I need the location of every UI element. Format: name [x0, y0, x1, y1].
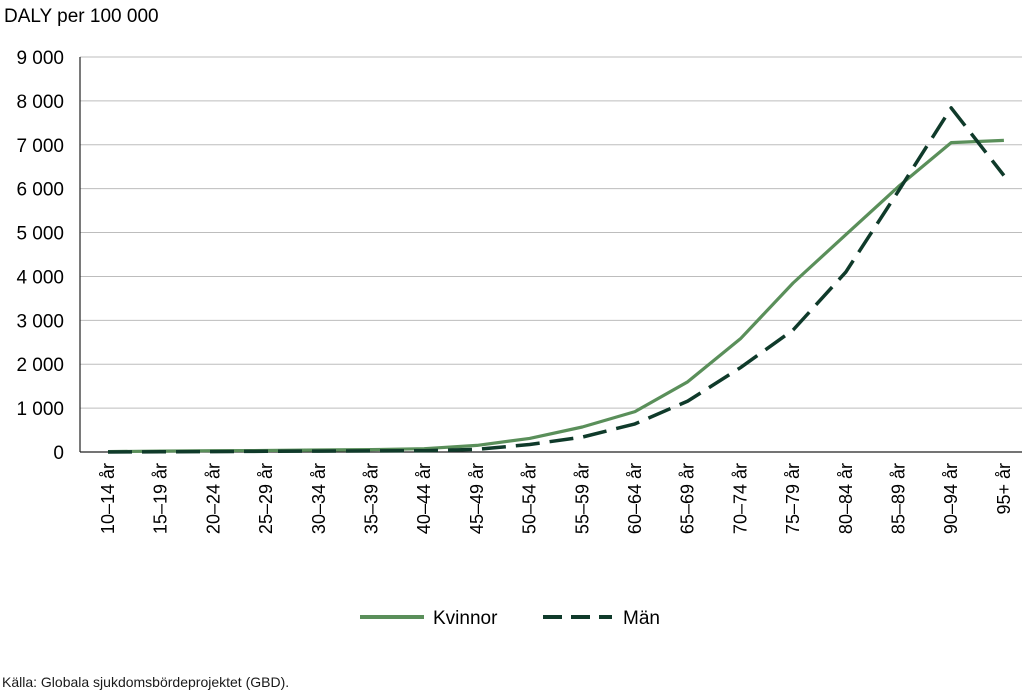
legend: Kvinnor Män	[360, 608, 660, 629]
line-chart: DALY per 100 000 0 1 000 2 000 3 000 4 000 5 …	[4, 6, 1022, 629]
y-tick-label: 6 000	[16, 180, 64, 201]
x-tick-label: 70–74 år	[730, 463, 750, 534]
x-tick-label: 45–49 år	[467, 463, 487, 534]
x-tick-label: 25–29 år	[256, 463, 276, 534]
legend-label-man: Män	[623, 608, 660, 629]
y-axis-ticks: 0 1 000 2 000 3 000 4 000 5 000 6 000 7 000 8 00…	[16, 48, 64, 464]
x-tick-label: 40–44 år	[414, 463, 434, 534]
legend-label-kvinnor: Kvinnor	[433, 608, 498, 629]
x-tick-label: 85–89 år	[889, 463, 909, 534]
series-line-man	[107, 106, 1006, 454]
y-tick-label: 9 000	[16, 48, 64, 69]
x-tick-label: 55–59 år	[572, 463, 592, 534]
y-tick-label: 2 000	[16, 355, 64, 376]
y-tick-label: 4 000	[16, 267, 64, 288]
x-tick-label: 60–64 år	[625, 463, 645, 534]
x-tick-label: 10–14 år	[98, 463, 118, 534]
x-tick-label: 65–69 år	[678, 463, 698, 534]
x-tick-label: 35–39 år	[362, 463, 382, 534]
x-tick-label: 80–84 år	[836, 463, 856, 534]
x-tick-label: 20–24 år	[203, 463, 223, 534]
series-lines	[107, 106, 1006, 454]
axes	[79, 57, 1022, 453]
y-tick-label: 3 000	[16, 311, 64, 332]
x-tick-label: 75–79 år	[783, 463, 803, 534]
y-tick-label: 0	[53, 443, 64, 464]
x-tick-label: 30–34 år	[309, 463, 329, 534]
x-tick-label: 15–19 år	[151, 463, 171, 534]
x-tick-label: 50–54 år	[520, 463, 540, 534]
y-tick-label: 7 000	[16, 136, 64, 157]
grid-lines	[80, 56, 1022, 409]
y-tick-label: 8 000	[16, 92, 64, 113]
x-tick-label: 95+ år	[994, 463, 1014, 515]
y-axis-title: DALY per 100 000	[4, 6, 159, 27]
y-tick-label: 1 000	[16, 399, 64, 420]
series-line-kvinnor	[107, 138, 1004, 454]
x-tick-label: 90–94 år	[941, 463, 961, 534]
source-note: Källa: Globala sjukdomsbördeprojektet (G…	[2, 674, 290, 690]
x-axis-ticks: 10–14 år 15–19 år 20–24 år 25–29 år 30–34 år…	[98, 463, 1014, 534]
y-tick-label: 5 000	[16, 224, 64, 245]
